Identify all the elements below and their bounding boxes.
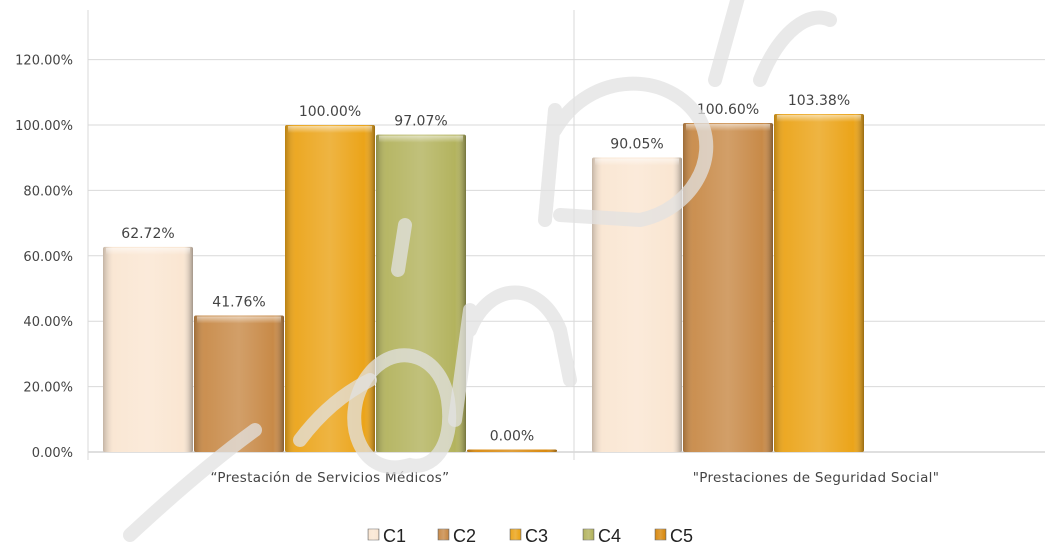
- legend-label: C1: [383, 526, 406, 546]
- y-tick-label: 120.00%: [15, 54, 73, 69]
- y-tick-label: 100.00%: [15, 119, 73, 134]
- legend-label: C4: [598, 526, 621, 546]
- legend-label: C5: [670, 526, 693, 546]
- y-tick-label: 80.00%: [23, 184, 73, 199]
- data-label: 62.72%: [121, 226, 174, 242]
- legend-item-c5: C5: [654, 526, 693, 546]
- legend-item-c3: C3: [509, 526, 548, 546]
- data-label: 0.00%: [490, 429, 534, 445]
- y-tick-label: 20.00%: [23, 381, 73, 396]
- legend-item-c4: C4: [582, 526, 621, 546]
- bar-c2-1: [194, 315, 284, 452]
- y-tick-label: 0.00%: [32, 446, 73, 461]
- bar-c1-2: [592, 157, 682, 452]
- y-axis-ticks: 0.00% 20.00% 40.00% 60.00% 80.00% 100.00% 120.…: [15, 54, 73, 461]
- legend-item-c2: C2: [437, 526, 476, 546]
- data-label: 41.76%: [212, 294, 265, 310]
- bars: [103, 113, 864, 453]
- bar-c5-1: [467, 449, 557, 452]
- y-tick-label: 60.00%: [23, 250, 73, 265]
- bar-c3-2: [774, 113, 864, 453]
- legend-item-c1: C1: [367, 526, 406, 546]
- legend-label: C3: [525, 526, 548, 546]
- bar-c1-1: [103, 246, 193, 452]
- data-label: 97.07%: [394, 114, 447, 130]
- x-category-label: "Prestaciones de Seguridad Social": [693, 470, 940, 486]
- x-axis-categories: “Prestación de Servicios Médicos” "Presta…: [211, 470, 940, 486]
- data-labels: 62.72% 90.05% 41.76% 100.60% 100.00% 103.38% 9…: [121, 93, 850, 445]
- watermark: [123, 0, 837, 542]
- y-tick-label: 40.00%: [23, 315, 73, 330]
- legend-label: C2: [453, 526, 476, 546]
- legend: C1 C2 C3 C4 C5: [367, 526, 693, 546]
- data-label: 103.38%: [788, 93, 850, 109]
- bar-c3-1: [285, 125, 375, 452]
- data-label: 90.05%: [610, 137, 663, 153]
- data-label: 100.60%: [697, 102, 759, 118]
- bar-c2-2: [683, 123, 773, 453]
- data-label: 100.00%: [299, 104, 361, 120]
